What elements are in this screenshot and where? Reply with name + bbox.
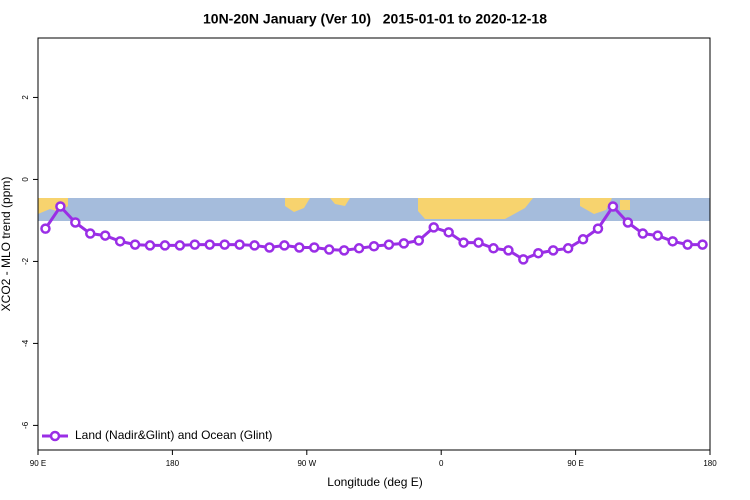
data-point	[70, 217, 81, 228]
data-point	[174, 240, 186, 251]
data-point	[383, 239, 395, 250]
data-point	[607, 201, 619, 212]
legend-marker	[49, 430, 61, 442]
map-background	[38, 198, 710, 221]
data-point	[368, 241, 380, 252]
data-point	[264, 242, 275, 253]
data-point	[249, 240, 260, 251]
y-tick-label: -2	[21, 257, 30, 265]
data-point	[204, 239, 215, 250]
legend-label: Land (Nadir&Glint) and Ocean (Glint)	[75, 428, 272, 442]
data-point	[353, 243, 365, 254]
data-point	[473, 237, 484, 248]
data-point	[697, 239, 708, 250]
x-tick-label: 90 E	[30, 459, 46, 468]
plot-frame	[37, 37, 711, 451]
data-point	[159, 240, 171, 251]
data-point	[234, 239, 245, 250]
data-point	[533, 247, 544, 259]
data-point	[488, 243, 499, 254]
data-point	[592, 223, 604, 234]
data-point	[99, 230, 111, 241]
x-tick-label: 90 E	[567, 459, 583, 468]
data-point	[323, 244, 335, 255]
data-point	[518, 254, 529, 265]
map-land	[580, 198, 630, 214]
data-point	[398, 238, 410, 249]
y-tick-label: 0	[21, 177, 30, 182]
data-point	[85, 228, 96, 239]
data-point	[40, 223, 51, 234]
data-point	[562, 243, 574, 254]
data-point	[279, 240, 290, 251]
data-point	[667, 236, 678, 247]
x-tick-label: 180	[703, 459, 717, 468]
data-point	[189, 239, 201, 250]
map-ocean	[38, 198, 710, 221]
data-point	[294, 242, 305, 253]
data-point	[547, 245, 559, 256]
data-point	[652, 230, 663, 241]
data-point	[622, 217, 634, 228]
map-land	[418, 198, 533, 219]
data-point	[682, 239, 693, 250]
data-point	[637, 228, 649, 239]
data-point	[309, 242, 320, 253]
data-point	[114, 236, 126, 247]
data-point	[413, 235, 425, 246]
data-point	[129, 239, 141, 250]
x-axis-label: Longitude (deg E)	[327, 475, 422, 489]
data-point	[458, 237, 469, 248]
y-tick-label: 2	[21, 95, 30, 100]
data-point	[503, 245, 514, 256]
data-point	[428, 222, 439, 233]
y-axis-label: XCO2 - MLO trend (ppm)	[0, 177, 13, 312]
data-point	[443, 227, 454, 238]
x-tick-label: 0	[439, 459, 444, 468]
chart-title: 10N-20N January (Ver 10) 2015-01-01 to 2…	[203, 11, 547, 27]
x-tick-label: 90 W	[297, 459, 316, 468]
x-tick-label: 180	[166, 459, 180, 468]
data-point	[144, 240, 156, 251]
data-point	[338, 245, 350, 256]
data-point	[219, 239, 230, 250]
map-land	[285, 198, 350, 212]
y-tick-label: -6	[21, 421, 30, 429]
y-tick-label: -4	[21, 339, 30, 347]
data-point	[577, 234, 589, 245]
data-point	[55, 201, 66, 212]
